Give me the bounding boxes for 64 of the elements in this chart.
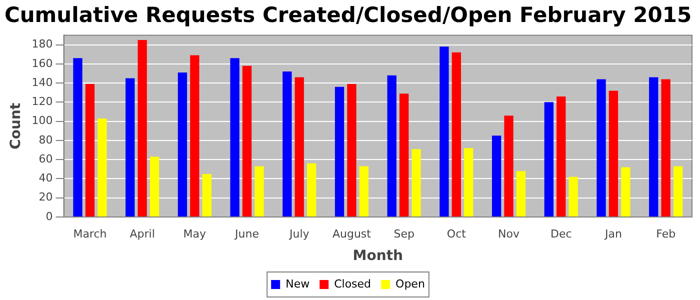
bar [150,156,160,216]
bar [661,79,670,216]
x-tick-label: Feb [656,227,676,240]
bar [492,136,502,216]
bar [73,58,82,216]
bar [440,46,449,216]
bar [98,118,107,216]
bar [621,167,630,216]
bar [464,148,474,216]
bar [452,52,462,216]
x-tick-label: Dec [550,227,572,240]
bar [242,66,252,216]
bar [334,86,344,216]
legend-label: Closed [334,277,372,290]
bar [85,84,95,216]
bar [230,58,240,216]
x-axis-title: Month [352,248,403,264]
x-tick-label: Sep [394,227,414,240]
bar [556,96,566,216]
x-tick-label: July [288,227,310,240]
bar [544,102,554,216]
legend-label: New [286,277,310,290]
bar [399,94,409,216]
chart-title: Cumulative Requests Created/Closed/Open February 2015 [4,3,692,28]
x-tick-label: Oct [446,227,467,240]
bar [138,40,147,216]
bar [504,116,514,216]
y-tick-label: 120 [32,95,53,108]
x-tick-label: March [73,227,107,240]
bar [649,77,658,216]
bar [202,174,212,216]
bar [568,176,578,216]
bar [294,77,304,216]
bar [307,163,316,216]
bar [516,171,526,216]
bar [254,166,264,216]
legend-label: Open [396,277,425,290]
x-tick-label: August [332,227,372,240]
x-tick-label: June [234,227,260,240]
bar [178,72,188,216]
bar [359,166,369,216]
x-tick-label: Jan [604,227,622,240]
y-tick-label: 20 [38,190,53,204]
bar [673,166,683,216]
bar [347,84,356,216]
y-tick-label: 60 [38,152,53,166]
bar [412,149,421,216]
bar [596,79,606,216]
y-tick-label: 40 [38,172,53,185]
bar [608,90,618,216]
x-tick-label: Nov [498,227,520,240]
y-tick-label: 180 [32,38,53,51]
y-tick-label: 140 [32,76,53,89]
bar [387,75,396,216]
bar [126,78,135,216]
bar [190,55,200,216]
y-tick-label: 80 [38,133,53,146]
y-tick-label: 160 [32,56,53,70]
bar [282,72,292,216]
x-tick-label: April [130,227,155,240]
y-tick-label: 0 [46,210,53,223]
y-tick-label: 100 [32,114,53,128]
x-tick-label: May [183,227,207,240]
y-axis-title: Count [8,102,24,150]
